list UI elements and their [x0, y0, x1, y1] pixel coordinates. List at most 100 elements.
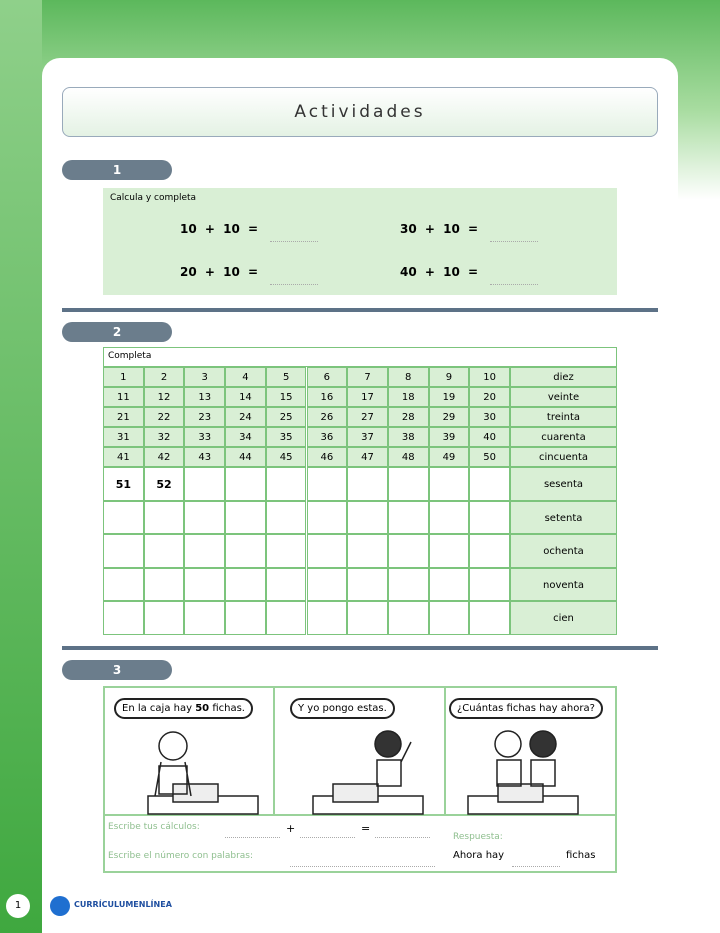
table-cell: 52 — [143, 467, 185, 501]
table-cell: 13 — [184, 387, 226, 407]
table-cell: 42 — [143, 447, 185, 467]
blank — [512, 865, 560, 867]
blank — [300, 836, 355, 838]
table-cell — [387, 567, 429, 601]
table-cell — [306, 500, 348, 534]
separator — [62, 308, 658, 312]
table-cell — [347, 500, 388, 534]
table-cell — [428, 467, 470, 501]
speech-bubble: ¿Cuántas fichas hay ahora? — [449, 698, 603, 719]
word-cell: sesenta — [510, 467, 617, 501]
speech-bubble: En la caja hay 50 fichas. — [114, 698, 253, 719]
blank — [270, 240, 318, 242]
answer-end: fichas — [566, 850, 596, 861]
page-number: 1 — [6, 894, 30, 918]
table-cell: 51 — [103, 467, 144, 501]
table-cell — [225, 601, 266, 635]
table-cell — [143, 500, 185, 534]
speech-bubble: Y yo pongo estas. — [290, 698, 395, 719]
table-cell — [306, 467, 348, 501]
table-cell: 28 — [387, 407, 429, 427]
table-cell: 49 — [428, 447, 470, 467]
exercise: 40 + 10 = — [400, 265, 479, 279]
table-cell — [184, 500, 226, 534]
table-cell: 45 — [265, 447, 307, 467]
table-cell — [143, 567, 185, 601]
table-cell — [306, 534, 348, 568]
table-cell: 44 — [225, 447, 266, 467]
table-cell: 46 — [306, 447, 348, 467]
table-cell: 16 — [306, 387, 348, 407]
table-cell: 24 — [225, 407, 266, 427]
equals: = — [361, 822, 371, 835]
table-cell — [428, 601, 470, 635]
table-cell: 6 — [306, 367, 348, 387]
word-cell: ochenta — [510, 534, 617, 568]
table-cell — [347, 601, 388, 635]
exercise: 20 + 10 = — [180, 265, 259, 279]
table-cell: 43 — [184, 447, 226, 467]
exercise: 10 + 10 = — [180, 222, 259, 236]
blank — [225, 836, 280, 838]
table-cell — [103, 601, 144, 635]
table-cell: 31 — [103, 427, 144, 447]
word-cell: noventa — [510, 567, 617, 601]
word-cell: setenta — [510, 500, 617, 534]
table-cell — [387, 601, 429, 635]
table-cell — [469, 534, 510, 568]
table-cell — [387, 467, 429, 501]
table-cell: 3 — [184, 367, 226, 387]
bubble-number: 50 — [195, 703, 210, 714]
table-cell: 32 — [143, 427, 185, 447]
table-cell — [265, 534, 307, 568]
table-cell: 29 — [428, 407, 470, 427]
table-cell — [387, 500, 429, 534]
bubble-text: fichas. — [212, 703, 245, 714]
blank — [375, 836, 430, 838]
table-cell: 4 — [225, 367, 266, 387]
instruction: Calcula y completa — [110, 193, 197, 203]
calc-label: Escribe tus cálculos: — [108, 822, 200, 832]
table-cell: 25 — [265, 407, 307, 427]
logo-icon — [50, 896, 70, 916]
table-cell — [143, 534, 185, 568]
table-cell — [225, 534, 266, 568]
table-cell: 10 — [469, 367, 510, 387]
table-cell: 47 — [347, 447, 388, 467]
table-cell: 1 — [103, 367, 144, 387]
comic-box — [103, 686, 617, 873]
table-cell: 33 — [184, 427, 226, 447]
plus: + — [286, 822, 296, 835]
table-cell: 41 — [103, 447, 144, 467]
table-cell: 8 — [387, 367, 429, 387]
table-cell — [387, 534, 429, 568]
table-cell: 48 — [387, 447, 429, 467]
table-cell — [428, 567, 470, 601]
word-cell: veinte — [510, 387, 617, 407]
section-badge: 1 — [62, 160, 172, 180]
table-cell — [184, 567, 226, 601]
words-label: Escribe el número con palabras: — [108, 851, 254, 861]
table-cell — [103, 500, 144, 534]
table-cell — [347, 534, 388, 568]
table-cell — [265, 567, 307, 601]
table-cell: 12 — [143, 387, 185, 407]
table-cell — [347, 467, 388, 501]
table-cell — [347, 567, 388, 601]
table-cell — [265, 601, 307, 635]
blank — [270, 283, 318, 285]
word-cell: cien — [510, 601, 617, 635]
bubble-text: En la caja hay — [122, 703, 193, 714]
table-cell: 5 — [265, 367, 307, 387]
table-cell — [469, 500, 510, 534]
blank — [490, 240, 538, 242]
table-cell: 17 — [347, 387, 388, 407]
separator — [62, 646, 658, 650]
table-cell — [469, 467, 510, 501]
table-cell: 7 — [347, 367, 388, 387]
title: Actividades — [62, 87, 658, 137]
table-cell: 19 — [428, 387, 470, 407]
table-cell: 40 — [469, 427, 510, 447]
table-cell: 9 — [428, 367, 470, 387]
table-cell — [469, 601, 510, 635]
